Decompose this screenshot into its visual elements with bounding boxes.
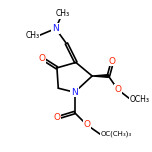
Polygon shape [92,75,108,77]
Text: O: O [38,54,46,63]
Text: N: N [71,88,78,97]
Text: CH₃: CH₃ [55,9,69,18]
Text: OCH₃: OCH₃ [130,95,150,104]
Text: O: O [109,57,116,66]
Text: O: O [53,114,60,123]
Text: OC(CH₃)₃: OC(CH₃)₃ [100,131,131,138]
Text: N: N [52,24,59,33]
Text: O: O [83,120,90,129]
Text: O: O [114,85,121,94]
Text: CH₃: CH₃ [25,31,39,40]
